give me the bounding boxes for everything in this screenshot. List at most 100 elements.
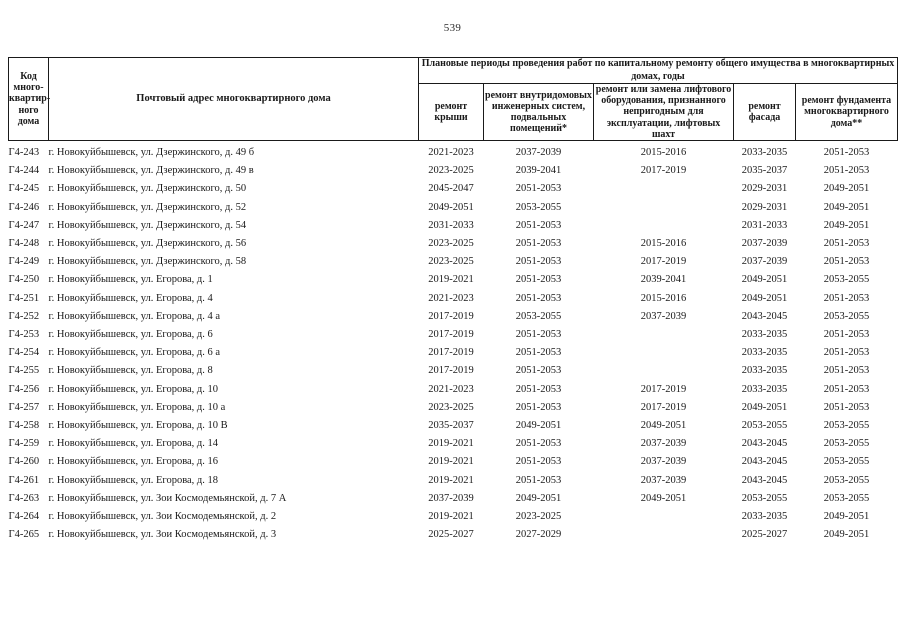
- cell-roof: 2021-2023: [428, 146, 474, 158]
- cell-roof: 2021-2023: [428, 292, 474, 304]
- cell-elevator: [594, 326, 734, 344]
- cell-internal: 2051-2053: [515, 456, 562, 468]
- cell-facade: 2033-2035: [741, 347, 788, 359]
- cell-elevator: [594, 217, 734, 235]
- table-row: Г4-257 г. Новокуйбышевск, ул. Егорова, д.…: [9, 399, 898, 417]
- cell-facade: 2037-2039: [741, 256, 788, 268]
- table-row: Г4-254 г. Новокуйбышевск, ул. Егорова, д.…: [9, 344, 898, 362]
- table-row: Г4-252 г. Новокуйбышевск, ул. Егорова, д.…: [9, 308, 898, 326]
- cell-address: г. Новокуйбышевск, ул. Дзержинского, д. …: [48, 165, 254, 177]
- cell-facade: 2033-2035: [741, 146, 788, 158]
- header-address: Почтовый адрес многоквартирного дома: [48, 57, 419, 141]
- cell-internal: 2051-2053: [515, 474, 562, 486]
- cell-facade: 2049-2051: [741, 401, 788, 413]
- cell-elevator: [594, 362, 734, 380]
- cell-facade: 2037-2039: [741, 237, 788, 249]
- cell-code: Г4-255: [8, 365, 40, 377]
- header-code: Код много- квартир- ного дома: [8, 57, 50, 141]
- cell-internal: 2051-2053: [515, 274, 562, 286]
- cell-code: Г4-261: [8, 474, 40, 486]
- cell-address: г. Новокуйбышевск, ул. Егорова, д. 1: [48, 274, 213, 286]
- cell-internal: 2051-2053: [515, 237, 562, 249]
- cell-code: Г4-246: [8, 201, 40, 213]
- cell-elevator: 2037-2039: [640, 310, 687, 322]
- cell-facade: 2053-2055: [741, 492, 788, 504]
- cell-elevator: 2017-2019: [640, 256, 687, 268]
- table-row: Г4-260 г. Новокуйбышевск, ул. Егорова, д.…: [9, 453, 898, 471]
- capital-repair-schedule-table: Код много- квартир- ного дома Почтовый а…: [8, 57, 898, 544]
- header-planned-periods-group: Плановые периоды проведения работ по кап…: [418, 57, 898, 84]
- table-header: Код много- квартир- ного дома Почтовый а…: [8, 57, 898, 141]
- cell-internal: 2051-2053: [515, 292, 562, 304]
- cell-elevator: 2037-2039: [640, 456, 687, 468]
- header-internal-systems-repair: ремонт внутридомовых инженерных систем, …: [483, 83, 594, 141]
- cell-roof: 2021-2023: [428, 383, 474, 395]
- table-row: Г4-264 г. Новокуйбышевск, ул. Зои Космоде…: [9, 508, 898, 526]
- cell-code: Г4-260: [8, 456, 40, 468]
- cell-elevator: 2037-2039: [640, 438, 687, 450]
- cell-facade: 2053-2055: [741, 419, 788, 431]
- cell-roof: 2025-2027: [428, 529, 474, 541]
- cell-foundation: 2053-2055: [823, 438, 870, 450]
- header-foundation-repair: ремонт фундамента многоквартирного дома*…: [795, 83, 898, 141]
- cell-elevator: 2017-2019: [640, 401, 687, 413]
- cell-roof: 2037-2039: [428, 492, 474, 504]
- cell-foundation: 2053-2055: [823, 310, 870, 322]
- cell-code: Г4-257: [8, 401, 40, 413]
- cell-internal: 2051-2053: [515, 219, 562, 231]
- cell-code: Г4-248: [8, 237, 40, 249]
- cell-foundation: 2051-2053: [823, 365, 870, 377]
- cell-roof: 2019-2021: [428, 474, 474, 486]
- cell-elevator: [594, 508, 734, 526]
- cell-address: г. Новокуйбышевск, ул. Егорова, д. 8: [48, 365, 213, 377]
- cell-internal: 2037-2039: [515, 146, 562, 158]
- cell-elevator: 2039-2041: [640, 274, 687, 286]
- table-row: Г4-244 г. Новокуйбышевск, ул. Дзержинског…: [9, 162, 898, 180]
- cell-foundation: 2051-2053: [823, 256, 870, 268]
- cell-address: г. Новокуйбышевск, ул. Егорова, д. 10 а: [48, 401, 226, 413]
- cell-foundation: 2049-2051: [823, 183, 870, 195]
- cell-address: г. Новокуйбышевск, ул. Зои Космодемьянск…: [48, 511, 277, 522]
- cell-internal: 2049-2051: [515, 419, 562, 431]
- table-row: Г4-253 г. Новокуйбышевск, ул. Егорова, д.…: [9, 326, 898, 344]
- cell-internal: 2053-2055: [515, 201, 562, 213]
- table-row: Г4-259 г. Новокуйбышевск, ул. Егорова, д.…: [9, 435, 898, 453]
- cell-foundation: 2051-2053: [823, 383, 870, 395]
- cell-code: Г4-263: [8, 492, 40, 504]
- cell-address: г. Новокуйбышевск, ул. Зои Космодемьянск…: [48, 492, 287, 504]
- cell-facade: 2029-2031: [741, 201, 788, 213]
- page-number: 539: [443, 22, 462, 34]
- cell-address: г. Новокуйбышевск, ул. Егорова, д. 6: [48, 328, 213, 340]
- cell-code: Г4-252: [8, 310, 40, 322]
- cell-facade: 2033-2035: [741, 383, 788, 395]
- cell-foundation: 2051-2053: [823, 292, 870, 304]
- cell-internal: 2051-2053: [515, 365, 562, 377]
- cell-facade: 2033-2035: [741, 365, 788, 377]
- cell-roof: 2019-2021: [428, 456, 474, 468]
- cell-code: Г4-244: [8, 165, 40, 177]
- cell-foundation: 2053-2055: [823, 456, 870, 468]
- header-facade-repair: ремонт фасада: [733, 83, 796, 141]
- cell-code: Г4-249: [8, 256, 40, 268]
- cell-roof: 2017-2019: [428, 328, 474, 340]
- cell-code: Г4-253: [8, 328, 40, 340]
- table-row: Г4-248 г. Новокуйбышевск, ул. Дзержинског…: [9, 235, 898, 253]
- cell-elevator: 2015-2016: [640, 292, 687, 304]
- cell-internal: 2053-2055: [515, 310, 562, 322]
- cell-foundation: 2049-2051: [823, 219, 870, 231]
- header-roof-repair: ремонт крыши: [418, 83, 484, 141]
- table-row: Г4-258 г. Новокуйбышевск, ул. Егорова, д.…: [9, 417, 898, 435]
- cell-foundation: 2051-2053: [823, 165, 870, 177]
- table-row: Г4-251 г. Новокуйбышевск, ул. Егорова, д.…: [9, 290, 898, 308]
- cell-address: г. Новокуйбышевск, ул. Дзержинского, д. …: [48, 183, 247, 195]
- table-row: Г4-265 г. Новокуйбышевск, ул. Зои Космоде…: [9, 526, 898, 544]
- cell-address: г. Новокуйбышевск, ул. Дзержинского, д. …: [48, 237, 247, 249]
- cell-code: Г4-259: [8, 438, 40, 450]
- cell-facade: 2049-2051: [741, 274, 788, 286]
- cell-internal: 2051-2053: [515, 383, 562, 395]
- cell-roof: 2023-2025: [428, 237, 474, 249]
- cell-address: г. Новокуйбышевск, ул. Дзержинского, д. …: [48, 146, 255, 158]
- header-row-top: Код много- квартир- ного дома Почтовый а…: [8, 57, 898, 141]
- cell-roof: 2017-2019: [428, 347, 474, 359]
- cell-foundation: 2053-2055: [823, 474, 870, 486]
